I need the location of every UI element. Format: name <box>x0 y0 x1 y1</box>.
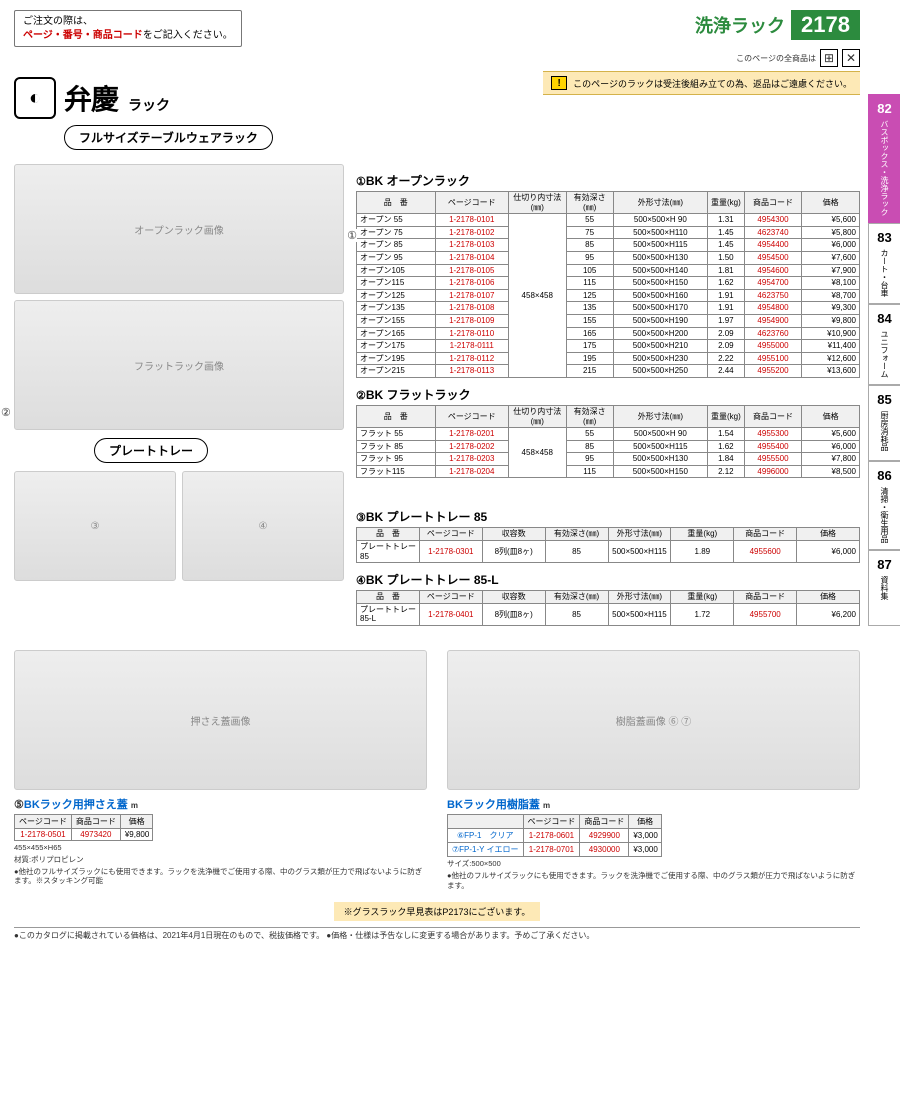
section-title: ③BK プレートトレー 85 <box>356 508 860 525</box>
table-row: プレートトレー 851-2178-03018列(皿8ヶ)85500×500×H1… <box>357 541 860 563</box>
table-row: オープン1551-2178-0109155500×500×H1901.97495… <box>357 314 860 327</box>
side-tab[interactable]: 83カート・台車 <box>868 223 900 304</box>
product-image: 樹脂蓋画像 ⑥ ⑦ <box>447 650 860 790</box>
table-row: オープン2151-2178-0113215500×500×H2502.44495… <box>357 365 860 378</box>
product-image: オープンラック画像① <box>14 164 344 294</box>
table-row: プレートトレー 85-L1-2178-04018列(皿8ヶ)85500×500×… <box>357 603 860 625</box>
table-row: オープン1651-2178-0110165500×500×H2002.09462… <box>357 327 860 340</box>
table-row: ⑥FP-1 クリア1-2178-06014929900¥3,000 <box>448 829 662 843</box>
side-tab[interactable]: 82バスボックス・洗浄ラック <box>868 94 900 223</box>
table-row: 1-2178-05014973420¥9,800 <box>15 829 153 841</box>
product-image: ③ <box>14 471 176 581</box>
symbol-icon: ✕ <box>842 49 860 67</box>
spec-note: ●他社のフルサイズラックにも使用できます。ラックを洗浄機でご使用する際、中のグラ… <box>14 867 427 887</box>
brand-suffix: ラック <box>128 95 170 115</box>
spec-dims: サイズ:500×500 <box>447 859 860 869</box>
spec-dims: 455×455×H65 <box>14 843 427 853</box>
footer-tag: ※グラスラック早見表はP2173にございます。 <box>334 902 541 921</box>
table-row: オープン1951-2178-0112195500×500×H2302.22495… <box>357 352 860 365</box>
table-row: オープン 751-2178-010275500×500×H1101.454623… <box>357 226 860 239</box>
table-row: フラット 851-2178-020285500×500×H1151.624955… <box>357 440 860 453</box>
table-row: ⑦FP-1-Y イエロー1-2178-07014930000¥3,000 <box>448 843 662 857</box>
table-row: フラット1151-2178-0204115500×500×H1502.12499… <box>357 465 860 478</box>
table-press-lid: ページコード商品コード価格1-2178-05014973420¥9,800 <box>14 814 153 841</box>
table-resin-lid: ページコード商品コード価格⑥FP-1 クリア1-2178-06014929900… <box>447 814 662 857</box>
sub-note: このページの全商品は <box>736 53 816 64</box>
side-tab[interactable]: 85厨房消耗品 <box>868 385 900 461</box>
page-number-badge: 2178 <box>791 10 860 40</box>
section-title: ④BK プレートトレー 85-L <box>356 571 860 588</box>
plate-tray-label: プレートトレー <box>94 438 208 463</box>
item-title: BKラック用樹脂蓋 m <box>447 796 860 812</box>
table-row: オープン1051-2178-0105105500×500×H1401.81495… <box>357 264 860 277</box>
symbol-icon: ⊞ <box>820 49 838 67</box>
item-title: ⑤BKラック用押さえ蓋 m <box>14 796 427 812</box>
table-plate-tray-85l: 品 番ページコード収容数有効深さ(㎜)外形寸法(㎜)重量(kg)商品コード価格プ… <box>356 590 860 626</box>
table-row: オープン1351-2178-0108135500×500×H1701.91495… <box>357 302 860 315</box>
brand-logo-icon: ◐ <box>14 77 56 119</box>
product-image: 押さえ蓋画像 <box>14 650 427 790</box>
spec-material: 材質:ポリプロピレン <box>14 855 427 865</box>
order-note: ご注文の際は、 ページ・番号・商品コードをご記入ください。 <box>14 10 242 47</box>
table-flat-rack: 品 番ページコード仕切り内寸法(㎜)有効深さ(㎜)外形寸法(㎜)重量(kg)商品… <box>356 405 860 479</box>
table-open-rack: 品 番ページコード仕切り内寸法(㎜)有効深さ(㎜)外形寸法(㎜)重量(kg)商品… <box>356 191 860 378</box>
table-row: オープン1251-2178-0107125500×500×H1601.91462… <box>357 289 860 302</box>
side-tab[interactable]: 86清掃・衛生用品 <box>868 461 900 550</box>
section-title: ①BK オープンラック <box>356 172 860 189</box>
product-image: ④ <box>182 471 344 581</box>
warning-icon: ! <box>551 76 567 90</box>
product-image: フラットラック画像② <box>14 300 344 430</box>
subtitle: フルサイズテーブルウェアラック <box>64 125 273 150</box>
section-title: ②BK フラットラック <box>356 386 860 403</box>
table-row: オープン 951-2178-010495500×500×H1301.504954… <box>357 251 860 264</box>
table-row: フラット 551-2178-0201458×45855500×500×H 901… <box>357 428 860 441</box>
table-row: オープン1151-2178-0106115500×500×H1501.62495… <box>357 277 860 290</box>
table-row: オープン1751-2178-0111175500×500×H2102.09495… <box>357 340 860 353</box>
table-row: オープン 851-2178-010385500×500×H1151.454954… <box>357 239 860 252</box>
category-title: 洗浄ラック <box>695 12 785 38</box>
brand-name: 弁慶 <box>64 78 118 118</box>
table-row: フラット 951-2178-020395500×500×H1301.844955… <box>357 453 860 466</box>
table-row: オープン 551-2178-0101458×45855500×500×H 901… <box>357 214 860 227</box>
table-plate-tray-85: 品 番ページコード収容数有効深さ(㎜)外形寸法(㎜)重量(kg)商品コード価格プ… <box>356 527 860 563</box>
spec-note: ●他社のフルサイズラックにも使用できます。ラックを洗浄機でご使用する際、中のグラ… <box>447 871 860 891</box>
side-tab[interactable]: 84ユニフォーム <box>868 304 900 385</box>
side-tab[interactable]: 87資料集 <box>868 550 900 626</box>
notice-banner: ! このページのラックは受注後組み立ての為、返品はご遠慮ください。 <box>543 71 860 95</box>
disclaimer: ●このカタログに掲載されている価格は、2021年4月1日現在のもので、税抜価格で… <box>14 927 860 941</box>
